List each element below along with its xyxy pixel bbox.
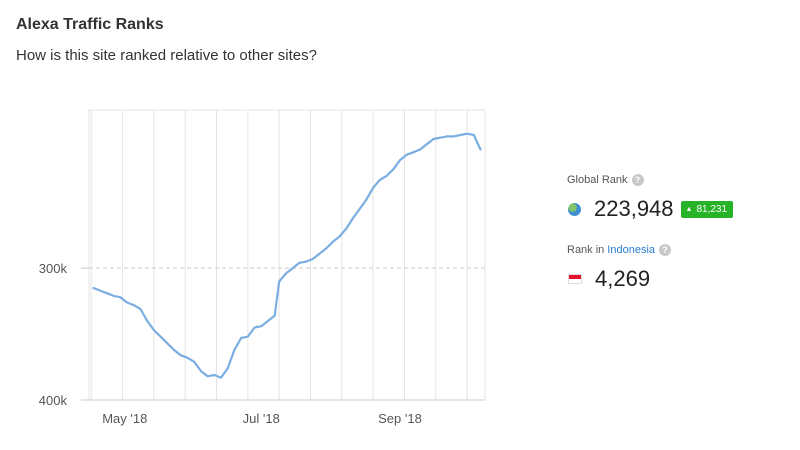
global-rank-label: Global Rank (567, 174, 628, 186)
country-rank-label-row: Rank in Indonesia ? (567, 244, 787, 256)
global-rank-value-row: 223,948 ▲ 81,231 (567, 196, 787, 222)
help-icon[interactable]: ? (631, 174, 644, 186)
country-rank-value: 4,269 (595, 266, 651, 291)
rank-change-value: 81,231 (696, 203, 728, 215)
country-rank-label: Rank in (567, 244, 605, 256)
rank-panel: Global Rank ? 223,948 ▲ 81,231 Rank in I… (567, 174, 787, 292)
page-title: Alexa Traffic Ranks (16, 16, 164, 33)
y-tick-label: 400k (39, 393, 68, 408)
y-tick-label: 300k (39, 261, 68, 276)
help-icon[interactable]: ? (659, 244, 672, 256)
globe-icon (568, 202, 581, 216)
x-tick-label: May '18 (102, 411, 147, 426)
global-rank-block: Global Rank ? 223,948 ▲ 81,231 (567, 174, 787, 222)
axes: 300k 400k May '18 Jul '18 Sep '18 (39, 261, 485, 426)
rank-change-badge: ▲ 81,231 (680, 200, 734, 218)
rank-series-line (92, 132, 482, 379)
global-rank-value: 223,948 (594, 196, 674, 221)
indonesia-flag-icon (568, 274, 582, 284)
country-link[interactable]: Indonesia (607, 244, 656, 256)
x-tick-label: Jul '18 (243, 411, 280, 426)
series (92, 132, 482, 379)
country-rank-block: Rank in Indonesia ? 4,269 (567, 244, 787, 292)
grid-lines (89, 110, 485, 400)
country-rank-value-row: 4,269 (567, 266, 787, 292)
arrow-up-icon: ▲ (685, 205, 693, 213)
x-tick-label: Sep '18 (378, 411, 422, 426)
global-rank-label-row: Global Rank ? (567, 174, 787, 186)
plot-background (88, 109, 486, 401)
page-subtitle: How is this site ranked relative to othe… (16, 47, 317, 64)
